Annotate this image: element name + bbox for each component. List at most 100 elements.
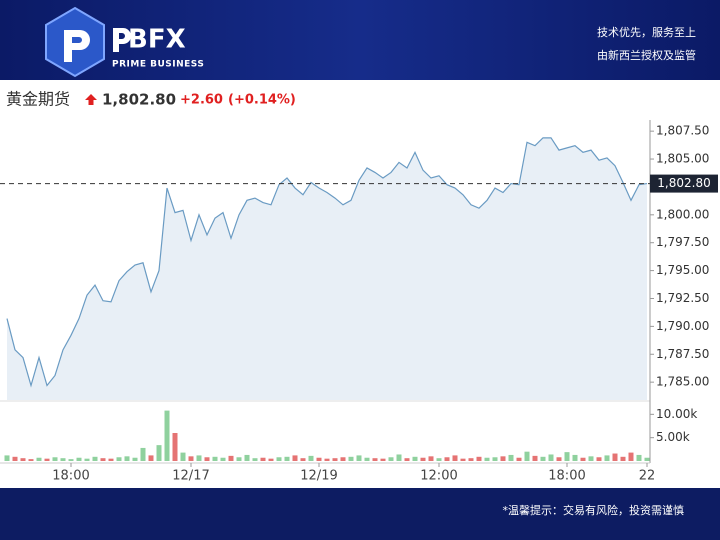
volume-bar bbox=[12, 456, 18, 461]
y-tick-label: 1,800.00 bbox=[656, 207, 709, 221]
tagline: PRIME BUSINESS bbox=[112, 60, 204, 70]
footer bbox=[0, 488, 720, 540]
volume-bar bbox=[172, 433, 178, 461]
volume-bar bbox=[308, 455, 314, 461]
last-price-label: 1,802.80 bbox=[657, 176, 710, 190]
volume-bar bbox=[572, 454, 578, 461]
volume-bar bbox=[428, 456, 434, 461]
y-tick-label: 1,785.00 bbox=[656, 375, 709, 389]
volume-bar bbox=[420, 457, 426, 461]
y-tick-label: 1,805.00 bbox=[656, 152, 709, 166]
volume-bar bbox=[244, 454, 250, 461]
volume-bar bbox=[116, 457, 122, 461]
brand-p bbox=[113, 28, 131, 52]
volume-bar bbox=[436, 458, 442, 461]
symbol: 黄金期货 bbox=[6, 90, 70, 109]
volume-bar bbox=[108, 458, 114, 461]
volume-bar bbox=[500, 456, 506, 461]
volume-bar bbox=[220, 457, 226, 461]
volume-bar bbox=[252, 458, 258, 461]
volume-bar bbox=[148, 455, 154, 461]
volume-tick-label: 10.00k bbox=[656, 407, 697, 421]
volume-bar bbox=[644, 457, 650, 461]
volume-bar bbox=[156, 445, 162, 461]
volume-bar bbox=[68, 459, 74, 461]
volume-bar bbox=[140, 447, 146, 461]
volume-bar bbox=[588, 456, 594, 461]
volume-bar bbox=[548, 454, 554, 461]
volume-bar bbox=[396, 454, 402, 461]
y-tick-label: 1,792.50 bbox=[656, 291, 709, 305]
x-tick-label: 12/19 bbox=[300, 469, 337, 484]
volume-bar bbox=[452, 455, 458, 461]
price-line bbox=[6, 137, 648, 388]
volume-bar bbox=[348, 456, 354, 461]
volume-bar bbox=[364, 457, 370, 461]
volume-bar bbox=[404, 458, 410, 461]
volume-bar bbox=[260, 457, 266, 461]
x-tick-label: 12/17 bbox=[172, 469, 209, 484]
volume-bar bbox=[228, 455, 234, 461]
y-tick-label: 1,807.50 bbox=[656, 124, 709, 138]
volume-bar bbox=[60, 458, 66, 461]
volume-bar bbox=[532, 455, 538, 461]
volume-bar bbox=[340, 457, 346, 461]
volume-bar bbox=[412, 456, 418, 461]
volume-bar bbox=[540, 456, 546, 461]
volume-bar bbox=[492, 457, 498, 461]
x-tick-label: 18:00 bbox=[548, 469, 585, 484]
brand: BFX bbox=[128, 25, 186, 55]
volume-bar bbox=[556, 457, 562, 461]
volume-bar bbox=[212, 456, 218, 461]
x-tick-label: 12:00 bbox=[420, 469, 457, 484]
logo-glyph bbox=[64, 30, 90, 62]
volume-bar bbox=[44, 458, 50, 461]
chart: 1,785.00 1,787.50 1,790.00 1,792.50 1,795.00… bbox=[0, 120, 718, 484]
volume-bar bbox=[20, 458, 26, 461]
volume-bar bbox=[516, 457, 522, 461]
logo bbox=[45, 6, 131, 78]
volume-bar bbox=[132, 457, 138, 461]
volume-bar bbox=[604, 455, 610, 461]
volume-bar bbox=[52, 457, 58, 461]
change-pct: (+0.14%) bbox=[228, 93, 296, 108]
volume-bar bbox=[180, 452, 186, 461]
up-arrow bbox=[85, 94, 97, 105]
volume-bar bbox=[196, 455, 202, 461]
volume-bar bbox=[332, 458, 338, 461]
y-tick-label: 1,797.50 bbox=[656, 235, 709, 249]
volume-bar bbox=[356, 455, 362, 461]
volume-bar bbox=[468, 458, 474, 461]
volume-bar bbox=[380, 458, 386, 461]
volume-tick-label: 5.00k bbox=[656, 430, 690, 444]
y-tick-label: 1,790.00 bbox=[656, 319, 709, 333]
logo-hexagon bbox=[45, 6, 105, 78]
regulation: 由新西兰授权及监管 bbox=[597, 48, 696, 62]
volume-bar bbox=[620, 456, 626, 461]
volume-bar bbox=[476, 456, 482, 461]
volume-bar bbox=[4, 455, 10, 461]
volume-bar bbox=[292, 455, 298, 461]
volume-bar bbox=[276, 457, 282, 461]
change: +2.60 bbox=[180, 93, 223, 108]
volume-bar bbox=[28, 459, 34, 461]
volume-bar bbox=[84, 458, 90, 461]
x-tick-label: 18:00 bbox=[52, 469, 89, 484]
y-tick-label: 1,795.00 bbox=[656, 263, 709, 277]
volume-bar bbox=[324, 458, 330, 461]
volume-bar bbox=[316, 457, 322, 461]
volume-bar bbox=[612, 453, 618, 461]
volume-bar bbox=[268, 458, 274, 461]
volume-bar bbox=[628, 452, 634, 461]
x-tick-label: 22 bbox=[639, 469, 656, 484]
volume-bar bbox=[372, 458, 378, 461]
volume-bar bbox=[188, 456, 194, 461]
volume-bar bbox=[484, 457, 490, 461]
volume-bar bbox=[580, 457, 586, 461]
volume-bar bbox=[460, 458, 466, 461]
volume-bar bbox=[564, 452, 570, 461]
volume-bar bbox=[444, 457, 450, 461]
slogan: 技术优先，服务至上 bbox=[597, 26, 696, 39]
volume-bar bbox=[636, 454, 642, 461]
